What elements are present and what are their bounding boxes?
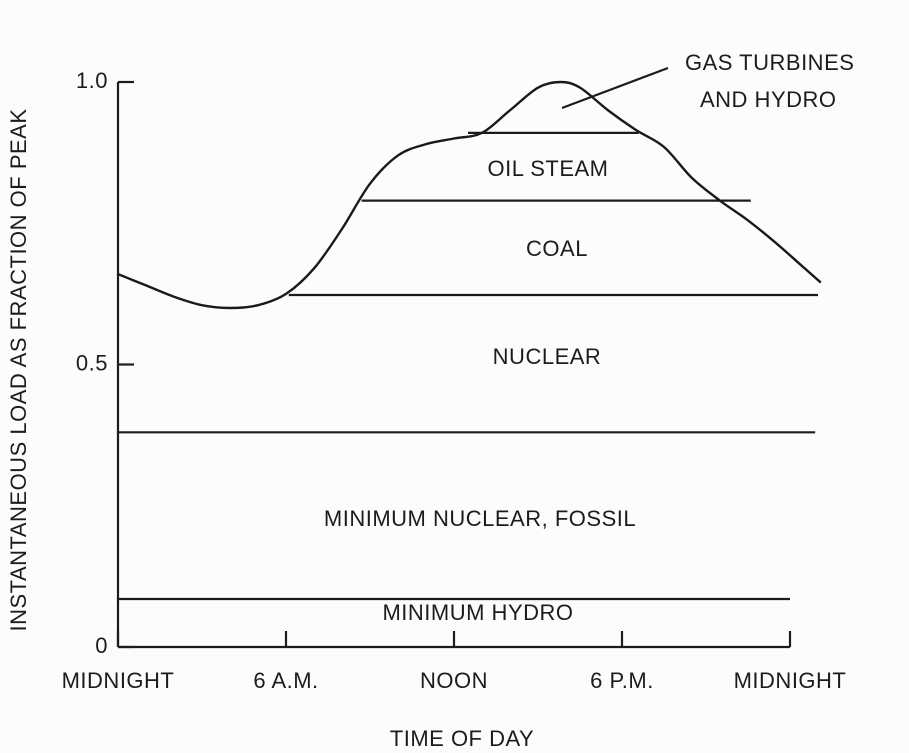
x-tick-label: 6 A.M. (253, 668, 318, 693)
region-label: COAL (526, 236, 588, 261)
x-tick-label: MIDNIGHT (734, 668, 847, 693)
x-tick-label: MIDNIGHT (62, 668, 175, 693)
x-axis-label: TIME OF DAY (390, 726, 534, 751)
region-label: MINIMUM HYDRO (382, 600, 573, 625)
region-label: MINIMUM NUCLEAR, FOSSIL (324, 506, 636, 531)
x-tick-label: NOON (420, 668, 488, 693)
y-tick-label: 1.0 (76, 68, 108, 93)
x-tick-label: 6 P.M. (590, 668, 654, 693)
region-label: OIL STEAM (487, 156, 608, 181)
y-tick-label: 0 (95, 633, 108, 658)
region-label: NUCLEAR (493, 344, 602, 369)
y-tick-label: 0.5 (76, 350, 108, 375)
y-axis-label: INSTANTANEOUS LOAD AS FRACTION OF PEAK (6, 108, 31, 631)
annotation: GAS TURBINES (685, 50, 854, 75)
annotation: AND HYDRO (700, 87, 837, 112)
load-curve (117, 80, 822, 310)
leader-line (561, 66, 669, 110)
